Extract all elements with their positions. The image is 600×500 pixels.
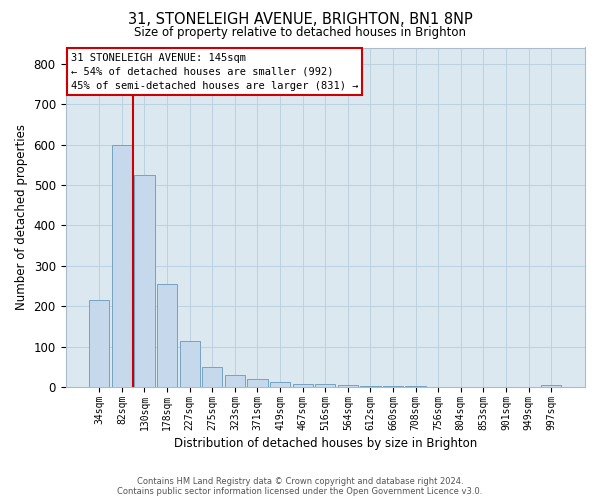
Bar: [247, 379, 268, 387]
Bar: [270, 382, 290, 387]
Bar: [202, 367, 223, 387]
Bar: [406, 386, 426, 387]
Bar: [338, 385, 358, 387]
Text: 31, STONELEIGH AVENUE, BRIGHTON, BN1 8NP: 31, STONELEIGH AVENUE, BRIGHTON, BN1 8NP: [128, 12, 472, 28]
Text: Size of property relative to detached houses in Brighton: Size of property relative to detached ho…: [134, 26, 466, 39]
Bar: [112, 144, 132, 387]
Bar: [383, 386, 403, 387]
Bar: [315, 384, 335, 387]
Bar: [134, 175, 155, 387]
Bar: [89, 300, 109, 387]
Bar: [541, 385, 562, 387]
Bar: [225, 375, 245, 387]
Text: 31 STONELEIGH AVENUE: 145sqm
← 54% of detached houses are smaller (992)
45% of s: 31 STONELEIGH AVENUE: 145sqm ← 54% of de…: [71, 52, 358, 90]
X-axis label: Distribution of detached houses by size in Brighton: Distribution of detached houses by size …: [173, 437, 477, 450]
Y-axis label: Number of detached properties: Number of detached properties: [15, 124, 28, 310]
Bar: [179, 340, 200, 387]
Bar: [157, 284, 177, 387]
Bar: [360, 386, 380, 387]
Text: Contains HM Land Registry data © Crown copyright and database right 2024.
Contai: Contains HM Land Registry data © Crown c…: [118, 476, 482, 496]
Bar: [293, 384, 313, 387]
